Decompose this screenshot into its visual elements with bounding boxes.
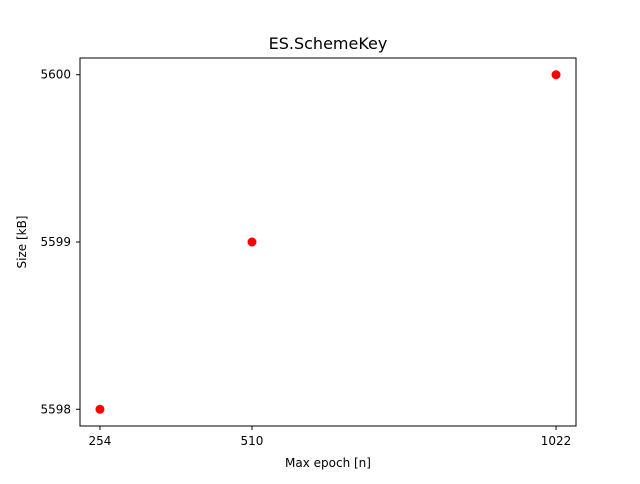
data-point — [95, 404, 105, 414]
x-tick-label: 510 — [241, 434, 264, 448]
y-axis-ticks: 5598 5599 5600 — [40, 68, 80, 416]
y-tick-label: 5600 — [40, 68, 71, 82]
y-tick-label: 5599 — [40, 235, 71, 249]
y-axis-label: Size [kB] — [15, 216, 29, 269]
chart-title: ES.SchemeKey — [269, 34, 388, 53]
x-tick-label: 1022 — [541, 434, 572, 448]
data-point — [551, 70, 561, 80]
plot-area: 254 510 1022 5598 5599 5600 — [40, 57, 577, 448]
data-points — [95, 70, 561, 414]
x-axis-ticks: 254 510 1022 — [89, 426, 572, 448]
x-tick-label: 254 — [89, 434, 112, 448]
y-tick-label: 5598 — [40, 402, 71, 416]
x-axis-label: Max epoch [n] — [285, 456, 371, 470]
data-point — [247, 237, 257, 247]
